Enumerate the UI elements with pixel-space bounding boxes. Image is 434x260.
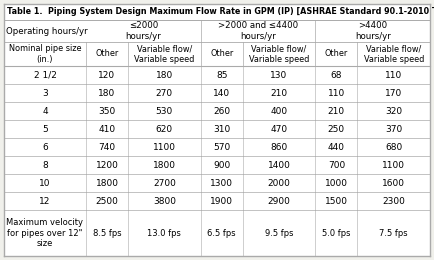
Text: 2500: 2500	[95, 197, 118, 205]
Text: 85: 85	[216, 70, 227, 80]
Text: 180: 180	[156, 70, 173, 80]
Text: 110: 110	[385, 70, 402, 80]
Text: 530: 530	[156, 107, 173, 115]
Text: Other: Other	[95, 49, 118, 58]
Text: 270: 270	[156, 88, 173, 98]
Text: 2300: 2300	[382, 197, 405, 205]
Text: 13.0 fps: 13.0 fps	[148, 229, 181, 237]
Text: Variable flow/
Variable speed: Variable flow/ Variable speed	[249, 44, 309, 64]
Text: 2700: 2700	[153, 179, 176, 187]
Text: 370: 370	[385, 125, 402, 133]
Text: 740: 740	[99, 142, 115, 152]
Text: 1500: 1500	[325, 197, 348, 205]
Text: 2900: 2900	[268, 197, 290, 205]
Text: 68: 68	[331, 70, 342, 80]
Text: 130: 130	[270, 70, 288, 80]
Text: 1300: 1300	[210, 179, 233, 187]
Text: 350: 350	[99, 107, 115, 115]
Text: ≤2000
hours/yr: ≤2000 hours/yr	[125, 21, 161, 41]
Text: 250: 250	[328, 125, 345, 133]
Text: 210: 210	[270, 88, 288, 98]
Text: 9.5 fps: 9.5 fps	[265, 229, 293, 237]
Text: 3: 3	[42, 88, 48, 98]
Text: 1600: 1600	[382, 179, 405, 187]
Text: 260: 260	[213, 107, 230, 115]
Text: 4: 4	[42, 107, 48, 115]
Text: >4400
hours/yr: >4400 hours/yr	[355, 21, 391, 41]
Text: 10: 10	[39, 179, 51, 187]
Text: 1000: 1000	[325, 179, 348, 187]
Text: 180: 180	[99, 88, 115, 98]
Text: Variable flow/
Variable speed: Variable flow/ Variable speed	[134, 44, 194, 64]
Text: 3800: 3800	[153, 197, 176, 205]
Text: 110: 110	[328, 88, 345, 98]
Text: 410: 410	[99, 125, 115, 133]
Text: 310: 310	[213, 125, 230, 133]
Text: 1200: 1200	[95, 160, 118, 170]
Text: 120: 120	[99, 70, 115, 80]
Text: Table 1.  Piping System Design Maximum Flow Rate in GPM (IP) [ASHRAE Standard 90: Table 1. Piping System Design Maximum Fl…	[7, 8, 434, 16]
Text: 320: 320	[385, 107, 402, 115]
Text: 1900: 1900	[210, 197, 233, 205]
Text: 5.0 fps: 5.0 fps	[322, 229, 351, 237]
Text: 470: 470	[270, 125, 288, 133]
Text: 680: 680	[385, 142, 402, 152]
Text: 7.5 fps: 7.5 fps	[379, 229, 408, 237]
Text: 8.5 fps: 8.5 fps	[93, 229, 121, 237]
Text: 1800: 1800	[153, 160, 176, 170]
Text: Other: Other	[210, 49, 233, 58]
Text: 5: 5	[42, 125, 48, 133]
Text: 570: 570	[213, 142, 230, 152]
Text: Other: Other	[325, 49, 348, 58]
Text: 440: 440	[328, 142, 345, 152]
Text: 1100: 1100	[382, 160, 405, 170]
Text: >2000 and ≤4400
hours/yr: >2000 and ≤4400 hours/yr	[218, 21, 298, 41]
Text: 140: 140	[213, 88, 230, 98]
Text: Variable flow/
Variable speed: Variable flow/ Variable speed	[364, 44, 424, 64]
Text: 6.5 fps: 6.5 fps	[207, 229, 236, 237]
Text: 1100: 1100	[153, 142, 176, 152]
Text: 170: 170	[385, 88, 402, 98]
Text: 2 1/2: 2 1/2	[33, 70, 56, 80]
Text: 900: 900	[213, 160, 230, 170]
Text: 700: 700	[328, 160, 345, 170]
Text: Operating hours/yr: Operating hours/yr	[6, 27, 88, 36]
Text: 12: 12	[39, 197, 51, 205]
Text: 6: 6	[42, 142, 48, 152]
Text: Nominal pipe size
(in.): Nominal pipe size (in.)	[9, 44, 81, 64]
Text: Maximum velocity
for pipes over 12"
size: Maximum velocity for pipes over 12" size	[7, 218, 83, 248]
Text: 8: 8	[42, 160, 48, 170]
Text: 1800: 1800	[95, 179, 118, 187]
Text: 400: 400	[270, 107, 288, 115]
Text: 860: 860	[270, 142, 288, 152]
Text: 620: 620	[156, 125, 173, 133]
Text: 1400: 1400	[268, 160, 290, 170]
Text: 2000: 2000	[268, 179, 290, 187]
Text: 210: 210	[328, 107, 345, 115]
